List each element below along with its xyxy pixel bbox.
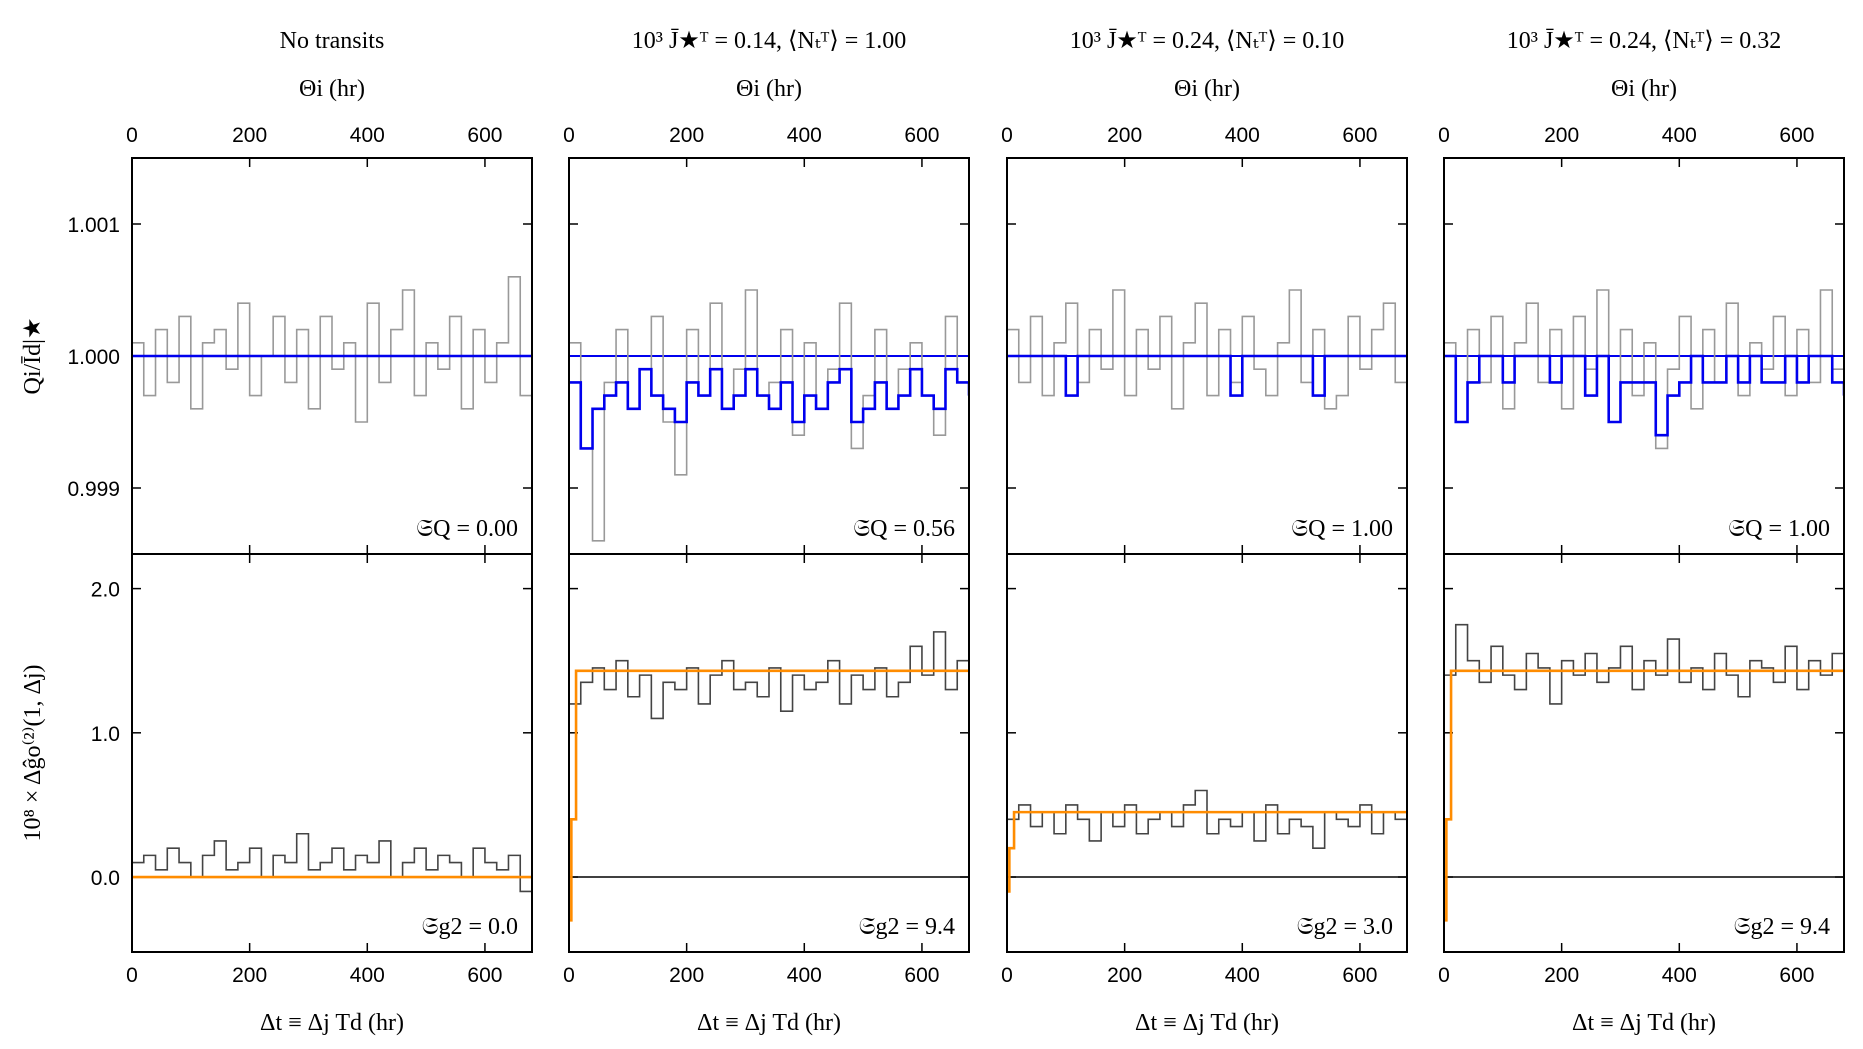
panel-title: No transits bbox=[280, 28, 385, 54]
annotation: 𝔖Q = 1.00 bbox=[1728, 516, 1830, 542]
x-tick-label: 200 bbox=[1544, 964, 1579, 987]
x-tick-label: 200 bbox=[669, 964, 704, 987]
x-tick-label: 0 bbox=[1438, 124, 1450, 147]
panel: 0.999 1.000 1.001 0 200 400 600 𝔖Q = 0.00 No tra… bbox=[20, 28, 533, 555]
panel-frame bbox=[568, 553, 970, 953]
series-line bbox=[1007, 354, 1407, 397]
y-axis-label: Qi/Īd|★ bbox=[20, 318, 46, 395]
series-line bbox=[569, 289, 969, 542]
y-axis-label: 10⁸ × Δĝo⁽²⁾(1, Δj) bbox=[20, 664, 46, 841]
panel: 0 200 400 600 𝔖Q = 0.56 10³ J̄★ᵀ = 0.14, ⟨Nₜᵀ… bbox=[563, 28, 970, 555]
panel-frame bbox=[131, 553, 533, 953]
x-tick-label: 0 bbox=[126, 124, 138, 147]
annotation: 𝔖g2 = 9.4 bbox=[1734, 914, 1830, 940]
series-line bbox=[1444, 623, 1844, 705]
x-tick-label: 600 bbox=[467, 124, 502, 147]
x-axis-label: Δt ≡ Δj Td (hr) bbox=[1135, 1010, 1279, 1036]
annotation: 𝔖Q = 0.56 bbox=[853, 516, 955, 542]
series-line bbox=[1007, 289, 1407, 410]
series-line bbox=[1444, 669, 1844, 922]
x-axis-label: Δt ≡ Δj Td (hr) bbox=[260, 1010, 404, 1036]
annotation: 𝔖g2 = 0.0 bbox=[422, 914, 518, 940]
x-tick-label: 200 bbox=[1107, 124, 1142, 147]
annotation: 𝔖Q = 0.00 bbox=[416, 516, 518, 542]
series-line bbox=[132, 832, 532, 893]
panel-title: 10³ J̄★ᵀ = 0.24, ⟨Nₜᵀ⟩ = 0.32 bbox=[1507, 28, 1782, 54]
x-tick-label: 0 bbox=[126, 964, 138, 987]
x-tick-label: 400 bbox=[350, 124, 385, 147]
panel-title: 10³ J̄★ᵀ = 0.24, ⟨Nₜᵀ⟩ = 0.10 bbox=[1070, 28, 1345, 54]
x-axis-label: Θi (hr) bbox=[736, 76, 802, 102]
panel-title: 10³ J̄★ᵀ = 0.14, ⟨Nₜᵀ⟩ = 1.00 bbox=[632, 28, 907, 54]
x-tick-label: 600 bbox=[1342, 964, 1377, 987]
panel-frame bbox=[1443, 553, 1845, 953]
series-line bbox=[1444, 289, 1844, 450]
x-axis-label: Θi (hr) bbox=[1174, 76, 1240, 102]
panel: 0 200 400 600 𝔖Q = 1.00 10³ J̄★ᵀ = 0.24, ⟨Nₜᵀ… bbox=[1438, 28, 1845, 555]
x-tick-label: 600 bbox=[1342, 124, 1377, 147]
annotation: 𝔖g2 = 9.4 bbox=[859, 914, 955, 940]
x-tick-label: 400 bbox=[1662, 964, 1697, 987]
series-line bbox=[569, 669, 969, 922]
x-axis-label: Δt ≡ Δj Td (hr) bbox=[697, 1010, 841, 1036]
x-tick-label: 400 bbox=[1225, 124, 1260, 147]
series-line bbox=[1007, 810, 1407, 893]
x-tick-label: 0 bbox=[563, 124, 575, 147]
x-tick-label: 600 bbox=[904, 124, 939, 147]
panel-frame bbox=[1006, 553, 1408, 953]
y-tick-label: 0.999 bbox=[67, 478, 120, 501]
x-tick-label: 0 bbox=[1001, 964, 1013, 987]
panel: 0 200 400 600 𝔖g2 = 9.4 Δt ≡ Δj Td (hr) bbox=[1438, 553, 1845, 1036]
x-tick-label: 200 bbox=[232, 124, 267, 147]
series-line bbox=[569, 631, 969, 720]
y-tick-label: 2.0 bbox=[91, 579, 120, 602]
series-line bbox=[1444, 354, 1844, 437]
x-tick-label: 400 bbox=[787, 964, 822, 987]
x-tick-label: 400 bbox=[1662, 124, 1697, 147]
y-tick-label: 1.001 bbox=[67, 214, 120, 237]
x-tick-label: 0 bbox=[563, 964, 575, 987]
x-tick-label: 600 bbox=[1779, 964, 1814, 987]
annotation: 𝔖g2 = 3.0 bbox=[1297, 914, 1393, 940]
x-tick-label: 600 bbox=[1779, 124, 1814, 147]
x-tick-label: 0 bbox=[1001, 124, 1013, 147]
x-tick-label: 600 bbox=[467, 964, 502, 987]
x-tick-label: 0 bbox=[1438, 964, 1450, 987]
series-line bbox=[1007, 789, 1407, 849]
x-tick-label: 600 bbox=[904, 964, 939, 987]
panel: 2.0 1.0 0.0 0 200 400 600 𝔖g2 = 0.0 Δt ≡ Δj Td (… bbox=[20, 553, 533, 1036]
x-tick-label: 400 bbox=[350, 964, 385, 987]
x-tick-label: 200 bbox=[1544, 124, 1579, 147]
y-tick-label: 1.000 bbox=[67, 346, 120, 369]
annotation: 𝔖Q = 1.00 bbox=[1291, 516, 1393, 542]
x-tick-label: 200 bbox=[232, 964, 267, 987]
series-line bbox=[132, 276, 532, 423]
x-axis-label: Θi (hr) bbox=[1611, 76, 1677, 102]
x-tick-label: 200 bbox=[1107, 964, 1142, 987]
x-axis-label: Θi (hr) bbox=[299, 76, 365, 102]
y-tick-label: 0.0 bbox=[91, 867, 120, 890]
x-tick-label: 400 bbox=[787, 124, 822, 147]
panel: 0 200 400 600 𝔖g2 = 9.4 Δt ≡ Δj Td (hr) bbox=[563, 553, 970, 1036]
panel: 0 200 400 600 𝔖Q = 1.00 10³ J̄★ᵀ = 0.24, ⟨Nₜᵀ… bbox=[1001, 28, 1408, 555]
panel: 0 200 400 600 𝔖g2 = 3.0 Δt ≡ Δj Td (hr) bbox=[1001, 553, 1408, 1036]
y-tick-label: 1.0 bbox=[91, 723, 120, 746]
x-tick-label: 400 bbox=[1225, 964, 1260, 987]
x-axis-label: Δt ≡ Δj Td (hr) bbox=[1572, 1010, 1716, 1036]
series-line bbox=[569, 367, 969, 450]
x-tick-label: 200 bbox=[669, 124, 704, 147]
